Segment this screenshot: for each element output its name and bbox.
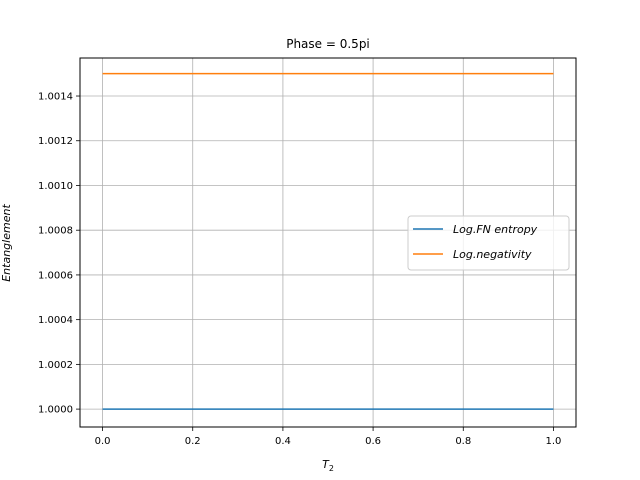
x-axis-label-subscript: 2 <box>329 464 334 473</box>
legend-label: Log.FN entropy <box>453 223 538 236</box>
legend-box <box>407 215 570 271</box>
chart-title: Phase = 0.5pi <box>286 37 370 51</box>
x-axis: 0.0 0.2 0.4 0.6 0.8 1.0 <box>95 427 562 447</box>
x-tick-label: 0.2 <box>185 436 201 447</box>
legend: Log.FN entropy Log.negativity <box>407 215 570 271</box>
y-axis: 1.0000 1.0002 1.0004 1.0006 1.0008 1.0010 1.00… <box>38 92 80 416</box>
y-axis-label: Entanglement <box>0 204 13 282</box>
x-tick-label: 0.0 <box>95 436 111 447</box>
x-tick-label: 0.8 <box>455 436 471 447</box>
y-tick-label: 1.0012 <box>38 136 73 147</box>
y-tick-label: 1.0008 <box>38 226 73 237</box>
x-tick-label: 1.0 <box>546 436 562 447</box>
x-axis-label: T2 <box>322 458 334 473</box>
y-tick-label: 1.0004 <box>38 315 73 326</box>
y-tick-label: 1.0014 <box>38 92 73 103</box>
y-tick-label: 1.0006 <box>38 270 73 281</box>
series-lines <box>102 72 554 410</box>
plot-frame <box>79 57 577 428</box>
x-tick-label: 0.6 <box>365 436 381 447</box>
y-tick-label: 1.0010 <box>38 181 73 192</box>
x-tick-label: 0.4 <box>275 436 291 447</box>
x-axis-label-base: T <box>322 458 330 471</box>
legend-label: Log.negativity <box>453 248 532 261</box>
y-tick-label: 1.0000 <box>38 405 73 416</box>
y-tick-label: 1.0002 <box>38 360 73 371</box>
